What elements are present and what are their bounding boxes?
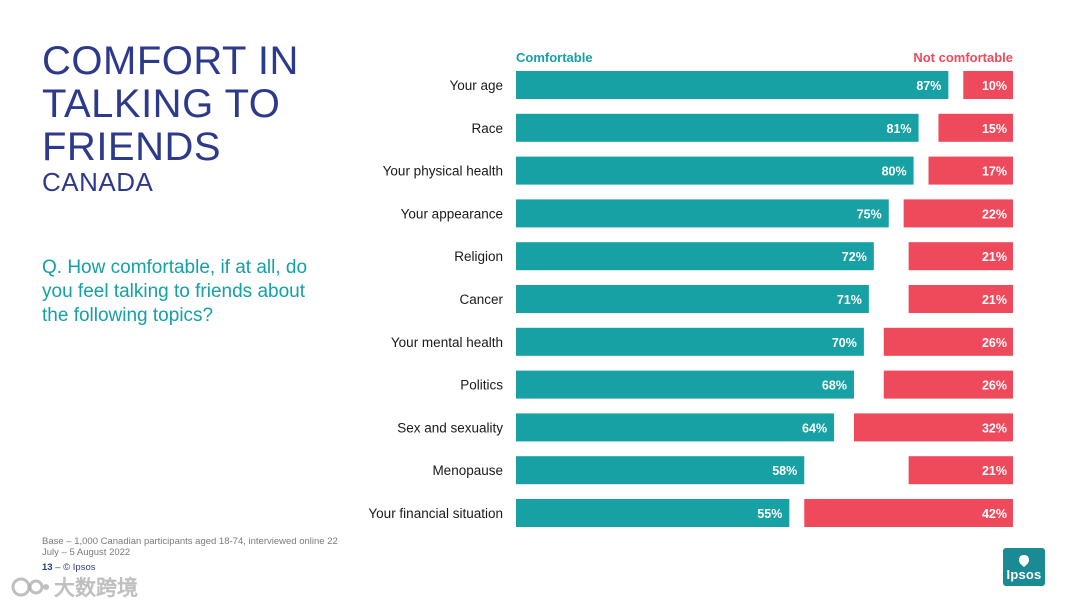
base-footnote: Base – 1,000 Canadian participants aged … (42, 536, 338, 558)
data-label-not-comfortable: 22% (982, 207, 1007, 221)
data-label-comfortable: 87% (916, 79, 941, 93)
data-label-comfortable: 68% (822, 379, 847, 393)
watermark: 大数跨境 (10, 574, 138, 600)
bar-not-comfortable (903, 199, 1013, 228)
bar-not-comfortable (938, 113, 1013, 142)
category-label: Politics (460, 378, 503, 393)
data-label-comfortable: 55% (757, 507, 782, 521)
data-label-not-comfortable: 26% (982, 336, 1007, 350)
bar-comfortable (516, 370, 854, 399)
category-label: Cancer (459, 292, 503, 307)
bar-comfortable (516, 285, 869, 313)
category-label: Menopause (432, 463, 503, 478)
ipsos-logo: Ipsos (1003, 548, 1045, 586)
bar-not-comfortable (963, 71, 1013, 99)
category-label: Sex and sexuality (397, 420, 503, 435)
legend-comfortable: Comfortable (516, 50, 593, 65)
data-label-comfortable: 80% (882, 165, 907, 179)
category-label: Race (471, 121, 503, 136)
bar-comfortable (516, 456, 805, 485)
bar-not-comfortable (908, 242, 1013, 271)
bar-not-comfortable (853, 413, 1013, 442)
bar-not-comfortable (883, 370, 1013, 399)
category-label: Your age (449, 78, 503, 93)
data-label-not-comfortable: 32% (982, 421, 1007, 435)
data-label-comfortable: 71% (837, 293, 862, 307)
data-label-not-comfortable: 42% (982, 507, 1007, 521)
bar-not-comfortable (908, 285, 1013, 313)
data-label-not-comfortable: 10% (982, 79, 1007, 93)
data-label-comfortable: 58% (772, 464, 797, 478)
category-label: Your mental health (391, 335, 503, 350)
bar-not-comfortable (883, 327, 1013, 356)
category-label: Your financial situation (368, 506, 503, 521)
data-label-comfortable: 70% (832, 336, 857, 350)
legend-not-comfortable: Not comfortable (913, 50, 1013, 65)
page-footer: 13 – © Ipsos (42, 562, 96, 573)
data-label-comfortable: 75% (857, 207, 882, 221)
bar-not-comfortable (908, 456, 1013, 485)
slide-title: COMFORT IN TALKING TO FRIENDS (42, 39, 299, 169)
bar-comfortable (516, 499, 790, 527)
bar-comfortable (516, 199, 889, 228)
copyright-text: © Ipsos (63, 562, 96, 573)
data-label-not-comfortable: 21% (982, 293, 1007, 307)
footer-dash: – (55, 562, 64, 573)
data-label-not-comfortable: 26% (982, 379, 1007, 393)
data-label-not-comfortable: 15% (982, 122, 1007, 136)
bar-not-comfortable (928, 156, 1013, 185)
bar-comfortable (516, 156, 914, 185)
bar-comfortable (516, 71, 949, 99)
data-label-comfortable: 81% (887, 122, 912, 136)
page-number: 13 (42, 562, 53, 573)
data-label-not-comfortable: 21% (982, 250, 1007, 264)
survey-question: Q. How comfortable, if at all, do you fe… (42, 257, 308, 326)
watermark-logo-icon (11, 577, 49, 597)
bar-comfortable (516, 113, 919, 142)
category-label: Religion (454, 249, 503, 264)
bar-not-comfortable (804, 499, 1013, 527)
slide-subtitle: CANADA (42, 167, 154, 197)
bar-comfortable (516, 413, 835, 442)
data-label-not-comfortable: 21% (982, 464, 1007, 478)
watermark-text: 大数跨境 (54, 577, 138, 600)
bar-comfortable (516, 242, 874, 271)
data-label-comfortable: 72% (842, 250, 867, 264)
ipsos-mark-icon (1019, 555, 1029, 567)
logo-text: Ipsos (1006, 567, 1042, 582)
data-label-not-comfortable: 17% (982, 165, 1007, 179)
bar-comfortable (516, 327, 864, 356)
category-label: Your appearance (401, 206, 503, 221)
category-label: Your physical health (383, 164, 503, 179)
data-label-comfortable: 64% (802, 421, 827, 435)
